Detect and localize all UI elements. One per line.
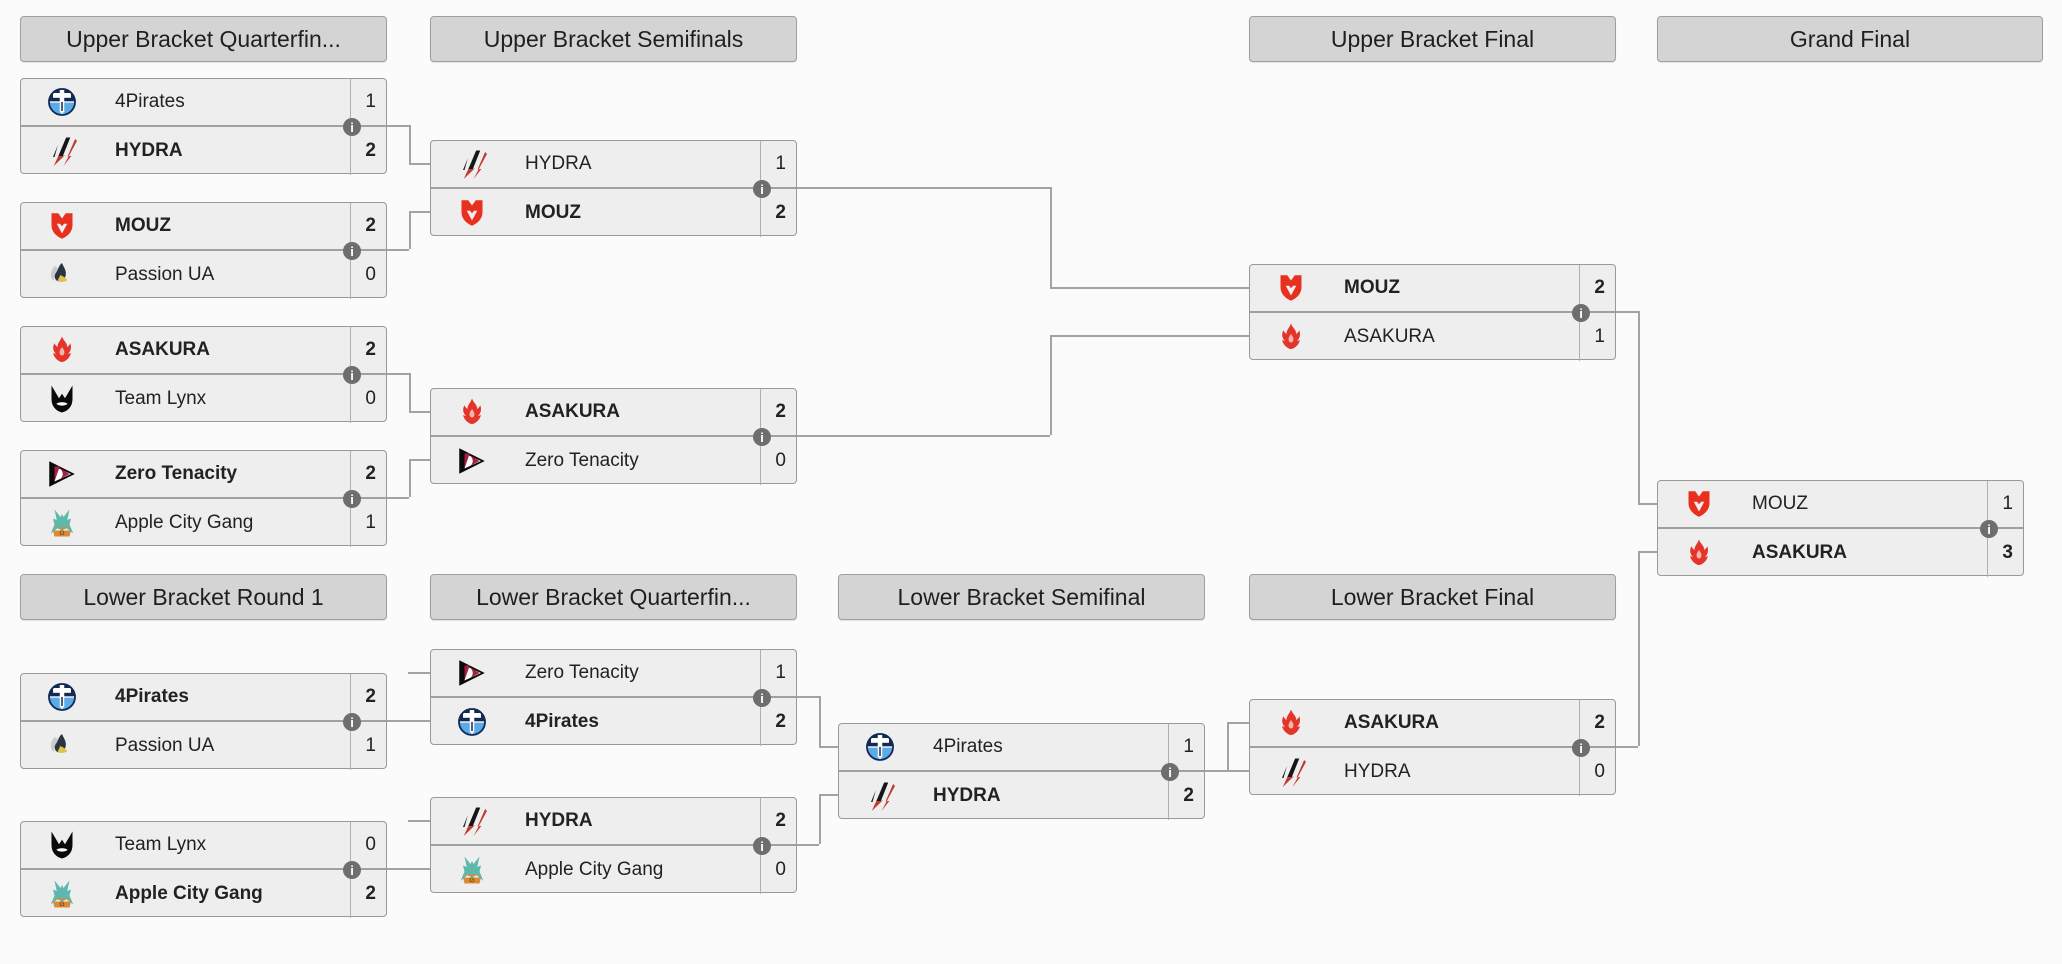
- svg-text:G: G: [59, 530, 64, 537]
- svg-text:G: G: [59, 901, 64, 908]
- svg-text:G: G: [469, 877, 474, 884]
